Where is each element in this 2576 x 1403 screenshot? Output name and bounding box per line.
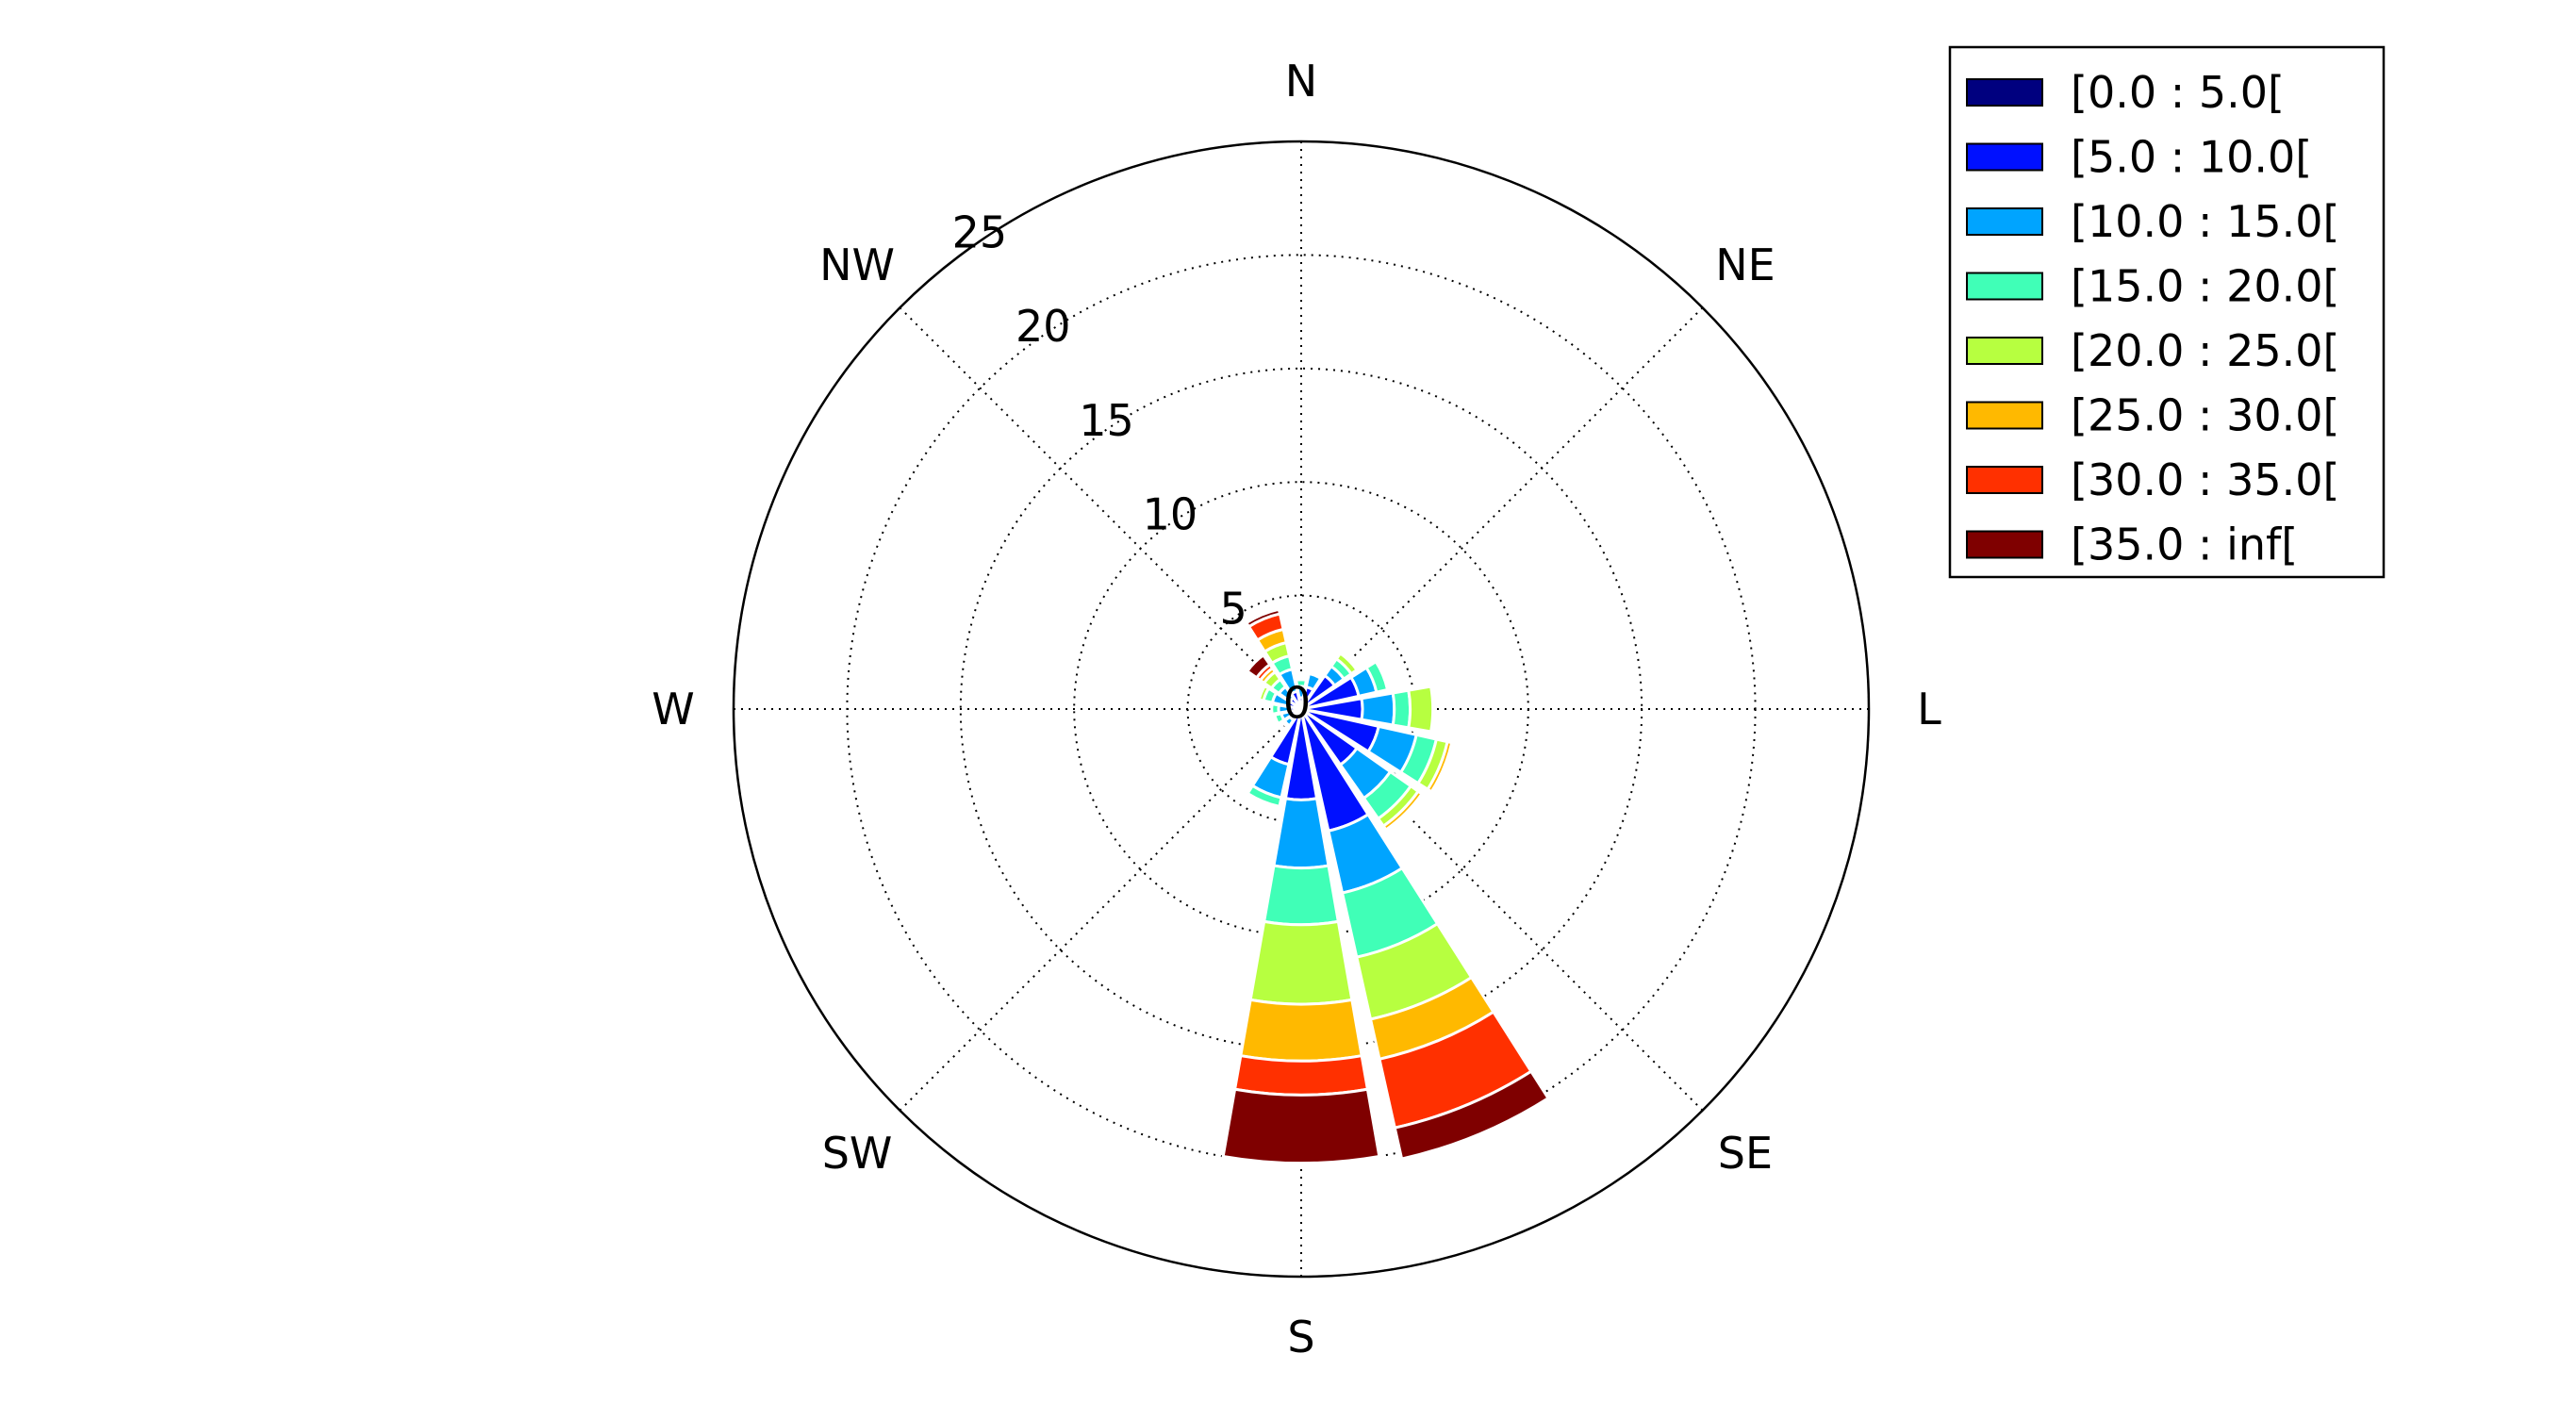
bar-180-bin-6 bbox=[1232, 1053, 1370, 1097]
radial-tick-label: 15 bbox=[1079, 395, 1134, 446]
legend-swatch bbox=[1966, 530, 2043, 559]
bar-112.5-bin-7 bbox=[1431, 741, 1459, 797]
bar-22.5-bin-2 bbox=[1304, 671, 1323, 692]
bar-135-bin-7 bbox=[1385, 793, 1428, 836]
grid-spoke-nw bbox=[899, 306, 1302, 710]
legend: [0.0 : 5.0[ [5.0 : 10.0[ [10.0 : 15.0[ [15.… bbox=[1948, 45, 2386, 579]
bar-180-bin-4 bbox=[1248, 919, 1354, 1006]
bar-90-bin-2 bbox=[1360, 691, 1396, 727]
radial-tick-label: 20 bbox=[1016, 301, 1071, 352]
legend-label: [25.0 : 30.0[ bbox=[2071, 390, 2339, 441]
bar-180-bin-3 bbox=[1262, 864, 1341, 927]
direction-label-nw: NW bbox=[819, 239, 895, 290]
legend-swatch bbox=[1966, 142, 2043, 172]
legend-label: [30.0 : 35.0[ bbox=[2071, 454, 2339, 505]
bar-0-bin-7 bbox=[1293, 672, 1310, 678]
bar-315-bin-7 bbox=[1245, 652, 1272, 680]
legend-swatch bbox=[1966, 401, 2043, 430]
direction-label-ne: NE bbox=[1715, 239, 1775, 290]
radial-tick-label: 0 bbox=[1283, 677, 1311, 728]
direction-label-se: SE bbox=[1718, 1128, 1773, 1179]
legend-swatch bbox=[1966, 78, 2043, 107]
legend-label: [35.0 : inf[ bbox=[2071, 520, 2298, 570]
direction-label-w: W bbox=[652, 684, 694, 735]
direction-label-n: N bbox=[1285, 56, 1317, 107]
bar-337.5-bin-7 bbox=[1244, 607, 1282, 629]
legend-swatch bbox=[1966, 337, 2043, 365]
sector-bars bbox=[1221, 607, 1551, 1165]
direction-label-s: S bbox=[1287, 1312, 1314, 1362]
direction-label-l: L bbox=[1917, 684, 1941, 735]
legend-label: [5.0 : 10.0[ bbox=[2071, 132, 2312, 183]
bar-292.5-bin-6 bbox=[1255, 683, 1266, 702]
direction-label-sw: SW bbox=[822, 1128, 893, 1179]
radial-tick-label: 10 bbox=[1143, 489, 1198, 540]
bar-270-bin-3 bbox=[1270, 702, 1281, 717]
legend-label: [20.0 : 25.0[ bbox=[2071, 325, 2339, 376]
bar-180-bin-5 bbox=[1239, 998, 1363, 1063]
bar-90-bin-3 bbox=[1391, 688, 1412, 730]
bar-157.5-bin-7 bbox=[1393, 1069, 1551, 1161]
grid-spoke-ne bbox=[1300, 306, 1704, 710]
bar-202.5-bin-3 bbox=[1246, 784, 1283, 809]
legend-swatch bbox=[1966, 466, 2043, 494]
legend-swatch bbox=[1966, 272, 2043, 301]
legend-label: [0.0 : 5.0[ bbox=[2071, 67, 2285, 118]
bar-90-bin-4 bbox=[1407, 685, 1435, 734]
radial-tick-label: 5 bbox=[1220, 584, 1247, 635]
radial-tick-label: 25 bbox=[952, 206, 1008, 257]
bar-45-bin-6 bbox=[1339, 648, 1362, 671]
bar-67.5-bin-4 bbox=[1374, 658, 1392, 692]
legend-swatch bbox=[1966, 207, 2043, 236]
bar-180-bin-2 bbox=[1272, 797, 1330, 870]
legend-label: [15.0 : 20.0[ bbox=[2071, 261, 2339, 312]
bar-180-bin-7 bbox=[1221, 1087, 1381, 1165]
legend-label: [10.0 : 15.0[ bbox=[2071, 196, 2339, 247]
polar-grid bbox=[732, 140, 1871, 1279]
